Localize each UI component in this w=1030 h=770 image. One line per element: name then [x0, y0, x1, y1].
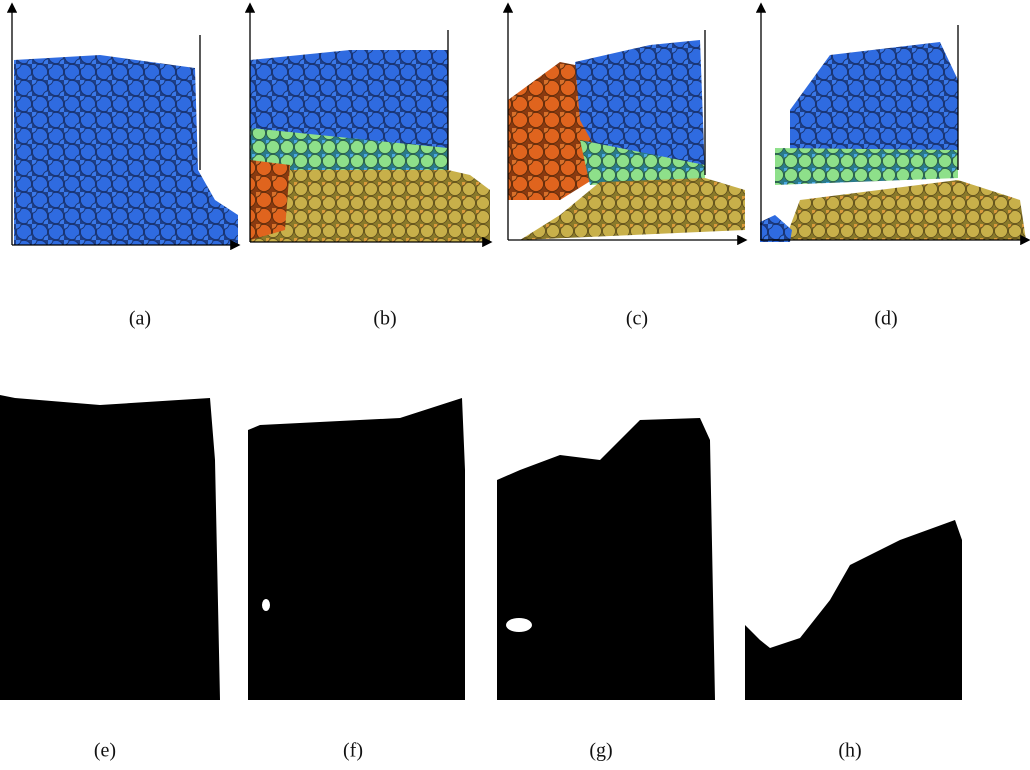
hole [506, 618, 532, 632]
particles [250, 170, 490, 242]
particles [790, 42, 958, 160]
particles [520, 178, 745, 240]
particles [250, 128, 448, 172]
caption: (h) [838, 740, 861, 762]
caption: (c) [626, 308, 648, 330]
particles [775, 148, 958, 185]
panel-c [502, 2, 748, 246]
particles [508, 62, 600, 200]
caption: (g) [589, 740, 612, 762]
particles [580, 140, 705, 185]
panel-b [244, 2, 493, 248]
silhouette-e [0, 395, 220, 700]
silhouette-g [497, 418, 715, 700]
particles [760, 215, 792, 242]
caption: (f) [343, 740, 363, 762]
silhouette-f [248, 398, 465, 700]
hole [262, 599, 270, 611]
caption: (d) [874, 308, 897, 330]
caption: (a) [129, 308, 151, 330]
particles [14, 55, 238, 245]
panel-a [6, 2, 241, 251]
particles [785, 180, 1026, 240]
panel-d [755, 2, 1030, 246]
particles [250, 50, 448, 150]
caption: (e) [94, 740, 116, 762]
silhouette-h [745, 520, 962, 700]
caption: (b) [373, 308, 396, 330]
particles [250, 160, 290, 240]
particles [575, 40, 705, 175]
